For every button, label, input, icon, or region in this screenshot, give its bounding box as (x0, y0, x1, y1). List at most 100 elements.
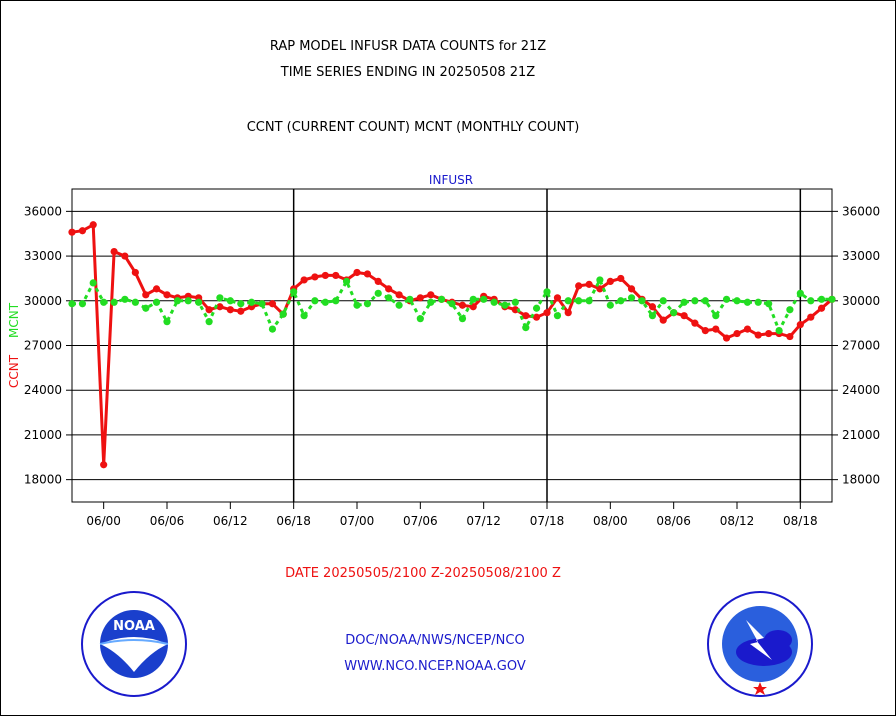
website-label: WWW.NCO.NCEP.NOAA.GOV (344, 659, 526, 674)
data-point-mcnt (701, 297, 709, 305)
data-point-mcnt (490, 298, 498, 306)
x-tick-label: 08/06 (656, 514, 691, 528)
data-point-mcnt (437, 295, 446, 303)
data-point-ccnt (575, 282, 583, 290)
data-point-mcnt (585, 297, 593, 305)
data-point-ccnt (237, 307, 245, 315)
y-tick-label-left: 24000 (24, 383, 62, 397)
data-point-ccnt (786, 332, 794, 341)
data-point-ccnt (585, 280, 593, 288)
data-point-ccnt (152, 285, 161, 293)
data-point-mcnt (110, 298, 118, 306)
data-point-mcnt (237, 300, 245, 308)
data-point-mcnt (786, 306, 794, 314)
data-point-mcnt (195, 298, 203, 306)
data-point-mcnt (448, 300, 456, 308)
noaa-logo-icon: NOAA (81, 591, 187, 697)
data-point-mcnt (659, 297, 667, 305)
data-point-mcnt (311, 297, 319, 305)
y-label-ccnt: CCNT (7, 354, 21, 388)
data-point-ccnt (733, 329, 741, 338)
y-tick-label-left: 33000 (24, 249, 62, 263)
data-point-mcnt (226, 297, 234, 305)
day-dividers (292, 189, 802, 502)
y-tick-label-left: 30000 (24, 294, 62, 308)
data-point-mcnt (564, 297, 572, 305)
data-point-mcnt (480, 295, 488, 303)
data-point-ccnt (606, 277, 614, 286)
data-point-ccnt (332, 271, 340, 280)
y-tick-label-left: 27000 (24, 339, 62, 353)
data-point-ccnt (416, 294, 424, 302)
grid-lines (72, 210, 832, 481)
data-point-mcnt (68, 300, 76, 308)
data-point-ccnt (543, 309, 551, 317)
title-line-2: TIME SERIES ENDING IN 20250508 21Z (280, 65, 536, 80)
data-point-mcnt (385, 294, 393, 302)
data-point-mcnt (543, 288, 551, 296)
data-point-mcnt (416, 315, 424, 323)
data-point-mcnt (427, 298, 435, 306)
data-point-mcnt (638, 297, 646, 305)
data-point-mcnt (353, 301, 361, 309)
data-point-ccnt (680, 312, 688, 320)
data-point-ccnt (268, 300, 277, 308)
y-tick-label-left: 18000 (24, 473, 62, 487)
y-tick-label-right: 30000 (842, 294, 880, 308)
data-point-ccnt (712, 325, 720, 333)
data-point-ccnt (427, 291, 435, 299)
data-point-mcnt (743, 298, 752, 306)
data-point-mcnt (817, 295, 826, 303)
y-tick-label-right: 18000 (842, 473, 880, 487)
data-point-mcnt (722, 295, 731, 303)
data-point-mcnt (152, 298, 161, 306)
data-point-mcnt (78, 300, 87, 308)
data-point-mcnt (648, 312, 657, 320)
data-point-mcnt (163, 318, 171, 326)
y-tick-label-left: 36000 (24, 204, 62, 218)
x-tick-label: 06/06 (150, 514, 185, 528)
data-point-ccnt (311, 273, 319, 281)
data-point-ccnt (596, 285, 604, 293)
data-point-mcnt (511, 298, 519, 306)
data-point-ccnt (142, 291, 150, 299)
org-path-label: DOC/NOAA/NWS/NCEP/NCO (345, 633, 525, 648)
data-point-mcnt (247, 298, 256, 306)
x-tick-label: 07/06 (403, 514, 438, 528)
data-point-mcnt (279, 310, 287, 318)
x-tick-label: 07/12 (466, 514, 501, 528)
data-point-mcnt (406, 295, 414, 303)
x-tick-label: 08/00 (593, 514, 628, 528)
data-point-mcnt (268, 325, 277, 333)
data-point-mcnt (828, 295, 836, 303)
y-axis-ticks: 18000 18000 21000 21000 24000 24000 27000 27000… (24, 204, 880, 486)
data-point-ccnt (321, 271, 329, 280)
data-point-mcnt (173, 297, 182, 305)
data-point-mcnt (712, 312, 720, 320)
data-point-mcnt (501, 301, 509, 309)
noaa-logo-text: NOAA (113, 619, 155, 634)
data-point-ccnt (817, 304, 826, 312)
title-line-1: RAP MODEL INFUSR DATA COUNTS for 21Z (269, 39, 547, 54)
data-point-ccnt (722, 334, 731, 342)
series-line-ccnt (71, 222, 833, 465)
data-point-mcnt (205, 318, 213, 326)
data-point-mcnt (131, 298, 139, 306)
data-point-mcnt (290, 288, 298, 296)
data-point-ccnt (458, 301, 467, 309)
data-point-mcnt (332, 297, 340, 305)
data-point-ccnt (659, 316, 667, 324)
data-point-ccnt (226, 306, 234, 314)
data-point-mcnt (184, 297, 192, 305)
data-point-ccnt (395, 291, 403, 299)
data-point-ccnt (765, 329, 773, 338)
data-point-mcnt (553, 312, 562, 320)
date-range-label: DATE 20250505/2100 Z-20250508/2100 Z (285, 566, 561, 581)
x-tick-label: 06/00 (86, 514, 121, 528)
data-point-ccnt (110, 248, 118, 256)
data-point-mcnt (458, 315, 467, 323)
data-point-ccnt (100, 461, 108, 469)
x-tick-label: 06/12 (213, 514, 248, 528)
data-point-mcnt (606, 301, 614, 309)
